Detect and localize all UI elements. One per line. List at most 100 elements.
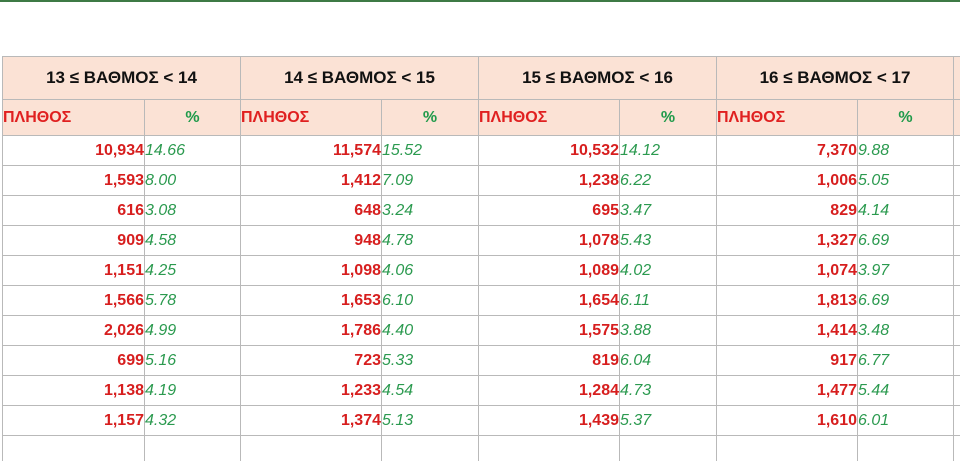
count-cell: 1,439 (478, 405, 620, 436)
percent-cell: 4.25 (144, 255, 241, 286)
group-header-16-17: 16 ≤ ΒΑΘΜΟΣ < 17 (716, 56, 954, 100)
count-cell: 1,414 (716, 315, 858, 346)
count-cell: 1,078 (478, 225, 620, 256)
percent-cell: 6.11 (619, 285, 717, 316)
table-row: 10,934 14.66 11,574 15.52 10,532 14.12 7,370 9.… (2, 135, 960, 166)
percent-cell: 14.66 (144, 135, 241, 166)
count-column-header: ΠΛΗΘΟΣ (478, 99, 620, 136)
column-header-edge (953, 99, 960, 136)
percent-cell: 9.88 (857, 135, 954, 166)
table-row: 1,566 5.78 1,653 6.10 1,654 6.11 1,813 6.69 (2, 285, 960, 316)
count-cell: 7,370 (716, 135, 858, 166)
blank-cell (381, 435, 479, 461)
count-cell: 1,233 (240, 375, 382, 406)
row-edge-cell (953, 255, 960, 286)
count-cell: 1,477 (716, 375, 858, 406)
percent-cell: 6.04 (619, 345, 717, 376)
count-cell: 1,786 (240, 315, 382, 346)
row-edge-cell (953, 315, 960, 346)
row-edge-cell (953, 405, 960, 436)
group-header-row: 13 ≤ ΒΑΘΜΟΣ < 14 14 ≤ ΒΑΘΜΟΣ < 15 15 ≤ Β… (2, 56, 960, 100)
count-cell: 1,653 (240, 285, 382, 316)
blank-cell (478, 435, 620, 461)
row-edge-cell (953, 285, 960, 316)
percent-cell: 4.14 (857, 195, 954, 226)
group-header-14-15: 14 ≤ ΒΑΘΜΟΣ < 15 (240, 56, 479, 100)
count-cell: 819 (478, 345, 620, 376)
percent-column-header: % (857, 99, 954, 136)
blank-cell (240, 435, 382, 461)
table-row: 699 5.16 723 5.33 819 6.04 917 6.77 (2, 345, 960, 376)
percent-cell: 6.69 (857, 225, 954, 256)
count-cell: 1,157 (2, 405, 145, 436)
count-cell: 1,575 (478, 315, 620, 346)
percent-cell: 3.08 (144, 195, 241, 226)
count-cell: 10,934 (2, 135, 145, 166)
count-cell: 616 (2, 195, 145, 226)
percent-cell: 3.47 (619, 195, 717, 226)
table-body: 10,934 14.66 11,574 15.52 10,532 14.12 7,370 9.… (2, 135, 960, 461)
percent-cell: 3.97 (857, 255, 954, 286)
percent-column-header: % (619, 99, 717, 136)
percent-cell: 5.05 (857, 165, 954, 196)
percent-cell: 3.24 (381, 195, 479, 226)
percent-cell: 14.12 (619, 135, 717, 166)
percent-cell: 5.16 (144, 345, 241, 376)
blank-cell (857, 435, 954, 461)
count-cell: 1,327 (716, 225, 858, 256)
group-header-13-14: 13 ≤ ΒΑΘΜΟΣ < 14 (2, 56, 241, 100)
count-cell: 909 (2, 225, 145, 256)
table-row: 1,157 4.32 1,374 5.13 1,439 5.37 1,610 6.01 (2, 405, 960, 436)
blank-cell (953, 435, 960, 461)
count-column-header: ΠΛΗΘΟΣ (2, 99, 145, 136)
percent-cell: 5.33 (381, 345, 479, 376)
count-cell: 1,593 (2, 165, 145, 196)
percent-column-header: % (381, 99, 479, 136)
table-row: 1,151 4.25 1,098 4.06 1,089 4.02 1,074 3.97 (2, 255, 960, 286)
count-column-header: ΠΛΗΘΟΣ (716, 99, 858, 136)
top-rule (0, 0, 960, 2)
count-cell: 695 (478, 195, 620, 226)
count-cell: 2,026 (2, 315, 145, 346)
column-header-row: ΠΛΗΘΟΣ % ΠΛΗΘΟΣ % ΠΛΗΘΟΣ % ΠΛΗΘΟΣ % (2, 99, 960, 136)
table-row: 616 3.08 648 3.24 695 3.47 829 4.14 (2, 195, 960, 226)
table-row: 2,026 4.99 1,786 4.40 1,575 3.88 1,414 3.48 (2, 315, 960, 346)
percent-cell: 4.06 (381, 255, 479, 286)
percent-cell: 4.19 (144, 375, 241, 406)
percent-cell: 6.77 (857, 345, 954, 376)
blank-cell (619, 435, 717, 461)
percent-cell: 3.88 (619, 315, 717, 346)
percent-cell: 4.78 (381, 225, 479, 256)
percent-cell: 6.10 (381, 285, 479, 316)
count-cell: 1,151 (2, 255, 145, 286)
percent-cell: 5.37 (619, 405, 717, 436)
count-cell: 1,813 (716, 285, 858, 316)
table-row: 909 4.58 948 4.78 1,078 5.43 1,327 6.69 (2, 225, 960, 256)
count-cell: 11,574 (240, 135, 382, 166)
count-cell: 1,566 (2, 285, 145, 316)
grade-distribution-table: 13 ≤ ΒΑΘΜΟΣ < 14 14 ≤ ΒΑΘΜΟΣ < 15 15 ≤ Β… (2, 56, 960, 461)
percent-cell: 8.00 (144, 165, 241, 196)
percent-cell: 6.69 (857, 285, 954, 316)
group-header-15-16: 15 ≤ ΒΑΘΜΟΣ < 16 (478, 56, 717, 100)
row-edge-cell (953, 375, 960, 406)
percent-cell: 15.52 (381, 135, 479, 166)
blank-row (2, 435, 960, 461)
row-edge-cell (953, 225, 960, 256)
table-row: 1,593 8.00 1,412 7.09 1,238 6.22 1,006 5.05 (2, 165, 960, 196)
count-cell: 1,138 (2, 375, 145, 406)
percent-cell: 7.09 (381, 165, 479, 196)
count-cell: 1,074 (716, 255, 858, 286)
group-header-edge (953, 56, 960, 100)
count-cell: 1,654 (478, 285, 620, 316)
percent-cell: 6.22 (619, 165, 717, 196)
row-edge-cell (953, 165, 960, 196)
count-cell: 699 (2, 345, 145, 376)
percent-cell: 4.99 (144, 315, 241, 346)
count-cell: 1,098 (240, 255, 382, 286)
percent-column-header: % (144, 99, 241, 136)
count-cell: 1,238 (478, 165, 620, 196)
count-cell: 917 (716, 345, 858, 376)
count-cell: 1,006 (716, 165, 858, 196)
count-cell: 723 (240, 345, 382, 376)
